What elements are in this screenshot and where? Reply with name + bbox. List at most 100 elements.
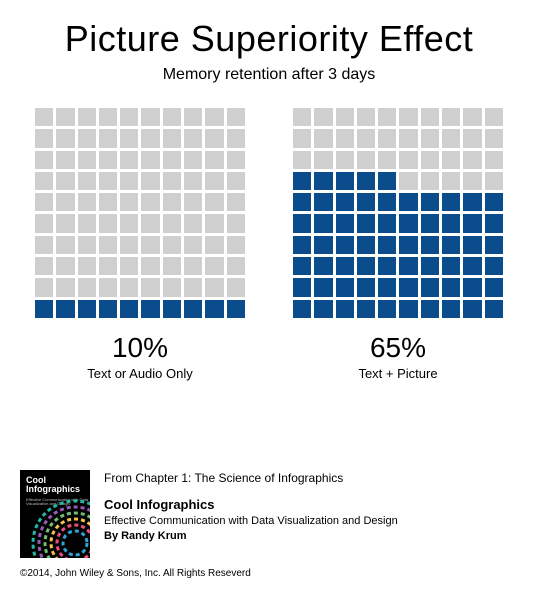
waffle-cell: [56, 193, 74, 211]
waffle-cell: [35, 278, 53, 296]
waffle-cell: [227, 257, 245, 275]
waffle-cell: [35, 236, 53, 254]
waffle-cell: [120, 214, 138, 232]
waffle-cell: [163, 236, 181, 254]
waffle-cell: [56, 108, 74, 126]
waffle-cell: [163, 300, 181, 318]
panel-caption: Text or Audio Only: [87, 366, 193, 381]
waffle-cell: [485, 108, 503, 126]
waffle-cell: [78, 257, 96, 275]
waffle-cell: [336, 108, 354, 126]
waffle-cell: [35, 257, 53, 275]
waffle-cell: [184, 151, 202, 169]
waffle-cell: [99, 257, 117, 275]
waffle-cell: [35, 108, 53, 126]
waffle-cell: [227, 300, 245, 318]
waffle-chart: [35, 108, 245, 318]
waffle-cell: [293, 151, 311, 169]
waffle-cell: [293, 172, 311, 190]
waffle-cell: [184, 214, 202, 232]
waffle-cell: [184, 278, 202, 296]
waffle-cell: [163, 129, 181, 147]
copyright: ©2014, John Wiley & Sons, Inc. All Right…: [20, 568, 518, 579]
waffle-cell: [227, 172, 245, 190]
waffle-cell: [314, 151, 332, 169]
waffle-cell: [78, 108, 96, 126]
waffle-cell: [35, 151, 53, 169]
waffle-cell: [205, 108, 223, 126]
waffle-cell: [485, 193, 503, 211]
waffle-cell: [463, 108, 481, 126]
book-meta: From Chapter 1: The Science of Infograph…: [104, 470, 398, 543]
waffle-cell: [293, 193, 311, 211]
waffle-cell: [163, 257, 181, 275]
waffle-cell: [485, 257, 503, 275]
book-author: By Randy Krum: [104, 529, 398, 544]
waffle-cell: [336, 300, 354, 318]
waffle-cell: [293, 257, 311, 275]
waffle-cell: [227, 236, 245, 254]
waffle-cell: [205, 172, 223, 190]
waffle-cell: [421, 108, 439, 126]
waffle-cell: [141, 278, 159, 296]
waffle-cell: [399, 151, 417, 169]
waffle-cell: [184, 257, 202, 275]
waffle-cell: [56, 151, 74, 169]
waffle-cell: [184, 108, 202, 126]
cover-title-bottom: Infographics: [26, 484, 80, 494]
waffle-cell: [442, 257, 460, 275]
waffle-cell: [141, 257, 159, 275]
percent-label: 10%: [112, 332, 168, 364]
waffle-cell: [421, 278, 439, 296]
waffle-cell: [442, 193, 460, 211]
waffle-cell: [336, 257, 354, 275]
waffle-cell: [463, 151, 481, 169]
waffle-cell: [314, 214, 332, 232]
book-subtitle: Effective Communication with Data Visual…: [104, 514, 398, 529]
waffle-cell: [141, 108, 159, 126]
waffle-cell: [336, 172, 354, 190]
waffle-cell: [336, 193, 354, 211]
waffle-cell: [141, 129, 159, 147]
waffle-cell: [463, 214, 481, 232]
waffle-cell: [205, 278, 223, 296]
waffle-cell: [378, 108, 396, 126]
waffle-cell: [293, 108, 311, 126]
waffle-cell: [205, 151, 223, 169]
waffle-cell: [35, 129, 53, 147]
waffle-cell: [378, 300, 396, 318]
waffle-cell: [421, 193, 439, 211]
waffle-cell: [78, 214, 96, 232]
waffle-cell: [399, 193, 417, 211]
waffle-cell: [463, 193, 481, 211]
waffle-cell: [485, 172, 503, 190]
cover-title: Cool Infographics: [26, 476, 80, 495]
waffle-cell: [163, 278, 181, 296]
waffle-cell: [485, 214, 503, 232]
waffle-cell: [78, 278, 96, 296]
waffle-cell: [421, 214, 439, 232]
book-row: Cool Infographics Effective Communicatio…: [20, 470, 518, 558]
waffle-cell: [205, 236, 223, 254]
waffle-cell: [99, 172, 117, 190]
waffle-cell: [336, 129, 354, 147]
waffle-cell: [141, 151, 159, 169]
waffle-cell: [357, 193, 375, 211]
waffle-cell: [56, 172, 74, 190]
waffle-cell: [56, 278, 74, 296]
waffle-cell: [378, 257, 396, 275]
waffle-cell: [56, 236, 74, 254]
footer: Cool Infographics Effective Communicatio…: [20, 470, 518, 579]
waffle-cell: [336, 214, 354, 232]
panel-caption: Text + Picture: [358, 366, 437, 381]
waffle-cell: [463, 300, 481, 318]
waffle-cell: [163, 151, 181, 169]
book-cover: Cool Infographics Effective Communicatio…: [20, 470, 90, 558]
waffle-cell: [421, 236, 439, 254]
waffle-cell: [399, 172, 417, 190]
waffle-cell: [399, 257, 417, 275]
waffle-cell: [336, 278, 354, 296]
waffle-cell: [357, 129, 375, 147]
waffle-cell: [120, 257, 138, 275]
waffle-cell: [141, 193, 159, 211]
